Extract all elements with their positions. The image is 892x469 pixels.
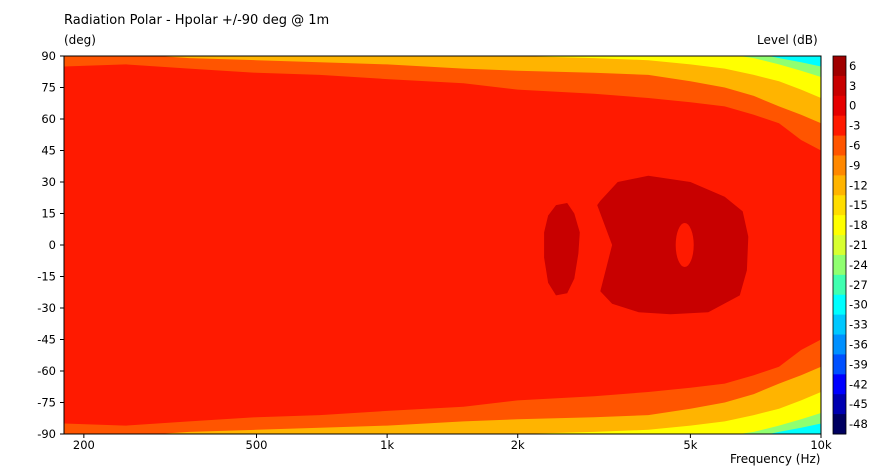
colorbar-label-1: 3	[849, 79, 856, 93]
colorbar-swatch-10	[833, 254, 846, 276]
colorbar-swatch-8	[833, 215, 846, 236]
colorbar-swatch-16	[833, 374, 846, 395]
colorbar-swatch-14	[833, 334, 846, 355]
colorbar-label-2: 0	[849, 99, 856, 113]
colorbar-label-12: -30	[849, 298, 868, 312]
x-axis-ticks: 200 500 1k 2k 5k 10k	[73, 434, 832, 452]
y-tick-label-3: 45	[41, 144, 56, 158]
y-tick-label-10: -60	[37, 364, 56, 378]
y-axis-ticks: 90 75 60 45 30 15 0 -15 -30 -45 -60 -75 -90	[37, 49, 64, 441]
colorbar-label-11: -27	[849, 278, 868, 292]
x-tick-label-2: 1k	[380, 438, 394, 452]
contour-band-top-0	[64, 56, 821, 151]
contour-island-0	[544, 203, 580, 296]
x-axis-label: Frequency (Hz)	[730, 452, 821, 466]
y-tick-label-12: -90	[37, 427, 56, 441]
colorbar-swatch-11	[833, 274, 846, 296]
colorbar-label-0: 6	[849, 59, 856, 73]
colorbar-swatch-18	[833, 414, 846, 435]
y-tick-label-2: 60	[41, 112, 56, 126]
plot-area	[64, 56, 821, 434]
colorbar-label-7: -15	[849, 198, 868, 212]
contour-band-bottom-4	[769, 423, 821, 434]
colorbar-label: Level (dB)	[757, 33, 818, 47]
colorbar-swatch-2	[833, 95, 846, 117]
colorbar-label-3: -3	[849, 119, 860, 133]
colorbar-swatch-6	[833, 175, 846, 196]
contour-notch	[675, 223, 694, 267]
colorbar-label-16: -42	[849, 377, 868, 391]
x-tick-label-1: 500	[246, 438, 268, 452]
y-tick-label-8: -30	[37, 301, 56, 315]
colorbar-swatch-0	[833, 56, 846, 77]
colorbar-label-15: -39	[849, 357, 868, 371]
contour-band-bottom-1	[157, 366, 821, 434]
chart-title: Radiation Polar - Hpolar +/-90 deg @ 1m	[64, 13, 330, 28]
y-tick-label-0: 90	[41, 49, 56, 63]
colorbar-swatch-9	[833, 235, 846, 256]
y-tick-label-7: -15	[37, 270, 56, 284]
colorbar-swatch-15	[833, 354, 846, 375]
contour-band-bottom-2	[517, 392, 821, 434]
colorbar-label-18: -48	[849, 417, 868, 431]
x-tick-label-0: 200	[73, 438, 95, 452]
colorbar-label-14: -36	[849, 338, 868, 352]
colorbar-swatch-4	[833, 135, 846, 156]
colorbar-swatch-5	[833, 155, 846, 176]
contour-band-bottom-0	[64, 339, 821, 434]
y-tick-label-6: 0	[49, 238, 56, 252]
colorbar-swatch-12	[833, 294, 846, 316]
x-tick-label-5: 10k	[810, 438, 832, 452]
colorbar-swatch-3	[833, 115, 846, 137]
colorbar-label-17: -45	[849, 397, 868, 411]
contour-band-top-2	[517, 56, 821, 98]
colorbar-label-13: -33	[849, 318, 868, 332]
colorbar-swatch-13	[833, 314, 846, 336]
colorbar-label-4: -6	[849, 139, 860, 153]
y-tick-label-11: -75	[37, 396, 56, 410]
colorbar-swatch-7	[833, 195, 846, 216]
colorbar-label-5: -9	[849, 158, 860, 172]
y-tick-label-4: 30	[41, 175, 56, 189]
y-tick-label-5: 15	[41, 207, 56, 221]
x-tick-label-4: 5k	[683, 438, 697, 452]
contour-island-1	[597, 175, 749, 315]
colorbar-label-10: -24	[849, 258, 868, 272]
colorbar-label-9: -21	[849, 238, 868, 252]
colorbar-label-8: -18	[849, 218, 868, 232]
colorbar-label-6: -12	[849, 178, 868, 192]
x-tick-label-3: 2k	[511, 438, 525, 452]
colorbar: 6 3 0 -3 -6 -9 -12 -15 -18 -21 -24 -27 -30 -33 -36 -39 -…	[832, 55, 868, 435]
y-axis-label: (deg)	[64, 33, 96, 47]
contour-band-top-1	[157, 56, 821, 124]
contour-band-top-4	[769, 56, 821, 67]
colorbar-border	[832, 55, 847, 435]
y-tick-label-9: -45	[37, 333, 56, 347]
y-tick-label-1: 75	[41, 81, 56, 95]
colorbar-swatch-1	[833, 75, 846, 97]
colorbar-swatch-17	[833, 394, 846, 415]
